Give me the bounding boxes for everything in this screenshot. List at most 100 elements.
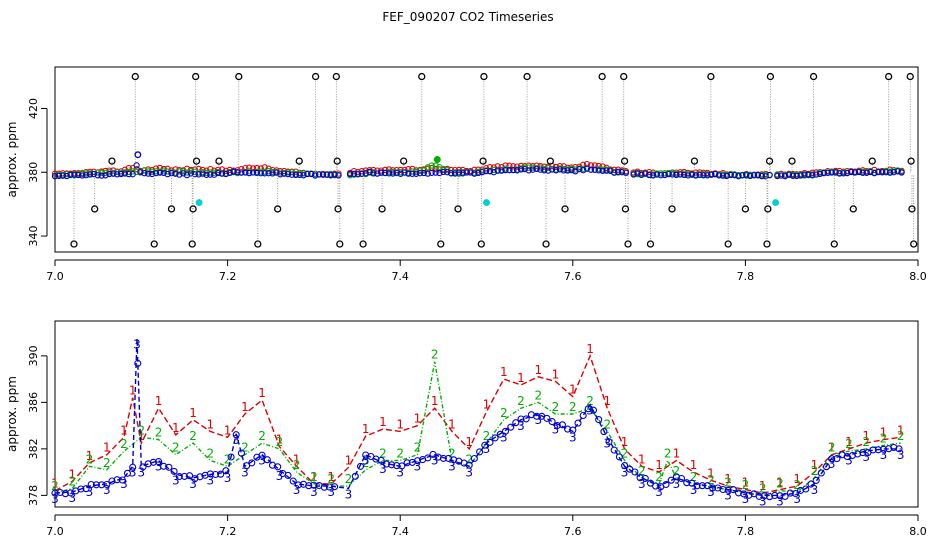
- bottom-series-point-3: [263, 456, 271, 464]
- top-data-point-series-3: [735, 173, 742, 180]
- bottom-series-point-3: [677, 474, 686, 483]
- bottom-series-marker-1: 1: [586, 342, 594, 356]
- top-data-point-series-3: [82, 172, 90, 179]
- top-data-point-series-1: [502, 162, 509, 169]
- bottom-series-marker-1: 1: [483, 398, 491, 412]
- bottom-series-point-3: [843, 452, 851, 461]
- bottom-series-marker-2: 2: [552, 400, 560, 414]
- top-data-point-series-3: [739, 172, 746, 179]
- top-flagged-point: [620, 157, 629, 165]
- bottom-series-marker-1: 1: [534, 363, 542, 377]
- top-data-point-series-1: [541, 163, 548, 170]
- top-data-point-series-3: [424, 170, 431, 177]
- bottom-series-point-3: [331, 483, 339, 491]
- bottom-series-point-3: [356, 462, 365, 470]
- top-data-point-series-3: [696, 171, 703, 179]
- bottom-series-point-3: [636, 474, 644, 482]
- bottom-series-point-3: [82, 485, 90, 493]
- top-x-tick-label: 8.0: [909, 270, 927, 283]
- bottom-series-marker-1: 1: [129, 384, 137, 398]
- bottom-series-point-3: [491, 434, 499, 442]
- top-data-point-series-3: [413, 170, 420, 177]
- bottom-series-point-3: [641, 474, 649, 482]
- bottom-series-point-3: [885, 445, 893, 453]
- bottom-series-marker-1: 1: [724, 472, 732, 486]
- top-data-point-series-3: [211, 171, 218, 178]
- top-data-point-series-3: [611, 169, 618, 176]
- top-data-point-series-2: [490, 166, 497, 174]
- top-data-point-series-3: [642, 170, 649, 177]
- bottom-series-point-3: [693, 482, 701, 490]
- top-flagged-point: [561, 205, 569, 213]
- bottom-series-point-3: [771, 491, 779, 500]
- top-data-point-series-3: [781, 173, 789, 180]
- bottom-series-point-3: [600, 428, 608, 436]
- top-data-point-series-3: [595, 167, 602, 174]
- top-data-point-series-3: [805, 171, 812, 178]
- top-data-point-series-3: [218, 170, 226, 177]
- top-data-point-series-1: [214, 166, 222, 174]
- top-data-point-series-3: [55, 172, 63, 180]
- top-data-point-series-3: [378, 169, 385, 176]
- top-data-point-series-3: [152, 169, 160, 177]
- bottom-series-point-3: [766, 493, 774, 501]
- bottom-series-point-3: [222, 467, 230, 475]
- top-data-point-series-3: [871, 169, 878, 177]
- bottom-series-point-3: [802, 485, 810, 493]
- bottom-series-marker-1: 1: [603, 394, 611, 408]
- top-flagged-point: [763, 240, 771, 248]
- bottom-series-marker-3: 3: [759, 494, 767, 508]
- top-plot-frame: [54, 66, 919, 253]
- top-data-points: [51, 160, 905, 180]
- top-data-point-series-3: [354, 171, 362, 178]
- top-calibration-point: [483, 199, 490, 207]
- bottom-series-marker-2: 2: [776, 477, 784, 491]
- bottom-series-point-3: [113, 476, 121, 484]
- bottom-series-marker-1: 1: [638, 452, 646, 466]
- top-flagged-point: [910, 240, 918, 248]
- bottom-series-point-3: [874, 446, 882, 454]
- top-flagged-point: [334, 205, 342, 213]
- bottom-series-point-3: [424, 454, 432, 462]
- top-flagged-point: [188, 240, 196, 248]
- bottom-series-marker-1: 1: [189, 406, 197, 420]
- top-data-point-series-3: [148, 170, 156, 178]
- bottom-series-point-3: [434, 453, 442, 461]
- bottom-series-marker-2: 2: [103, 456, 111, 470]
- bottom-plot-frame: [54, 320, 919, 508]
- top-flagged-point: [907, 157, 915, 165]
- top-data-point-series-3: [533, 165, 540, 172]
- top-data-point-series-2: [180, 168, 187, 175]
- bottom-series-point-3: [631, 468, 639, 476]
- bottom-x-tick-label: 7.2: [219, 525, 237, 538]
- bottom-series-marker-3: 3: [133, 337, 141, 351]
- bottom-series-marker-1: 1: [880, 426, 888, 440]
- top-data-point-series-3: [401, 169, 408, 176]
- top-data-point-series-3: [638, 171, 645, 179]
- top-flagged-point: [668, 205, 676, 213]
- bottom-series-marker-1: 1: [776, 476, 784, 490]
- bottom-series-point-3: [87, 480, 95, 489]
- top-data-point-series-3: [704, 172, 711, 179]
- top-flagged-point: [849, 205, 857, 213]
- top-data-point-series-2: [63, 170, 70, 178]
- bottom-series-point-3: [517, 415, 525, 423]
- top-flagged-point: [418, 72, 426, 81]
- bottom-series-point-3: [859, 449, 867, 457]
- bottom-series-marker-2: 2: [86, 452, 94, 466]
- top-flagged-points: [70, 72, 918, 248]
- top-flagged-point: [311, 72, 320, 81]
- top-data-point-series-1: [261, 164, 268, 171]
- top-data-point-series-3: [661, 171, 668, 179]
- bottom-series-point-3: [776, 492, 784, 500]
- top-data-point-series-3: [222, 170, 230, 178]
- bottom-series-marker-3: 3: [603, 436, 611, 450]
- top-data-point-series-3: [226, 169, 233, 177]
- top-data-point-series-3: [273, 169, 280, 176]
- bottom-series-point-3: [589, 406, 598, 414]
- bottom-series-marker-2: 2: [862, 435, 870, 449]
- bottom-series-point-3: [501, 427, 510, 435]
- top-data-point-series-3: [277, 171, 284, 178]
- top-data-point-series-3: [156, 169, 164, 176]
